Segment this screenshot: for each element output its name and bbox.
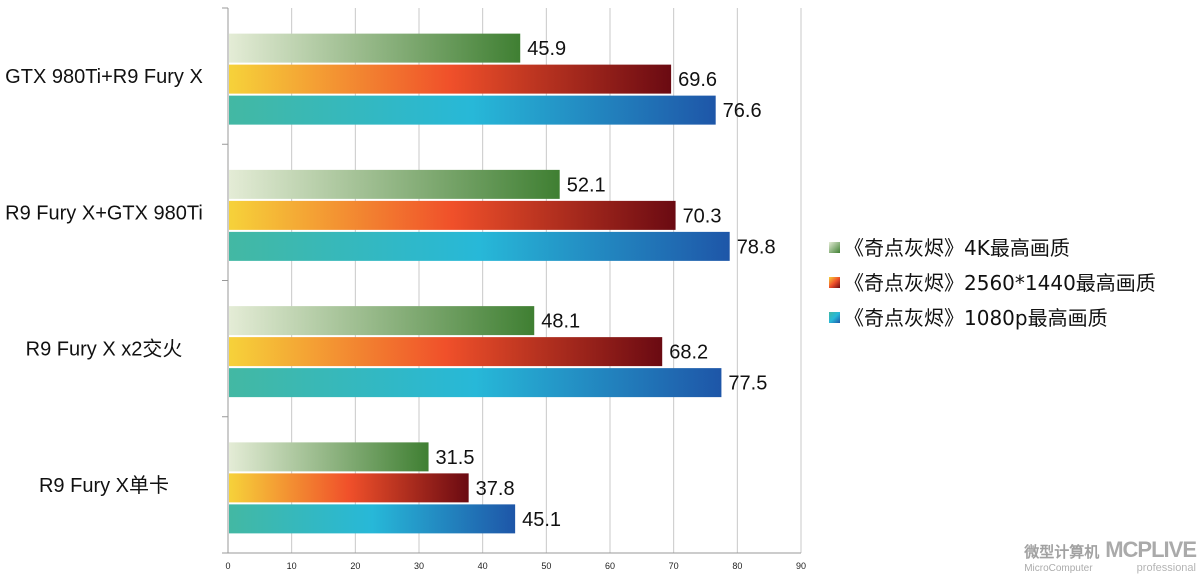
category-labels: GTX 980Ti+R9 Fury X R9 Fury X+GTX 980Ti R9… [5, 66, 203, 497]
x-tick-label: 40 [478, 561, 488, 571]
category-label: R9 Fury X单卡 [39, 474, 169, 497]
bar-value-label: 68.2 [669, 342, 708, 364]
bar-4k [229, 442, 429, 472]
bar-4k [229, 306, 535, 336]
bar-1440p [229, 337, 663, 367]
x-tick-label: 70 [669, 561, 679, 571]
legend-label: 《奇点灰烬》2560*1440最高画质 [844, 271, 1156, 295]
category-label: R9 Fury X x2交火 [26, 338, 183, 361]
bar-value-label: 45.1 [522, 509, 561, 531]
bar-1080p [229, 504, 516, 534]
bar-value-label: 76.6 [723, 100, 762, 122]
bar-value-label: 45.9 [527, 38, 566, 60]
bar-value-label: 77.5 [728, 373, 767, 395]
x-tick-label: 50 [541, 561, 551, 571]
legend: 《奇点灰烬》4K最高画质《奇点灰烬》2560*1440最高画质《奇点灰烬》108… [829, 236, 1156, 330]
legend-label: 《奇点灰烬》1080p最高画质 [844, 306, 1108, 330]
x-tick-label: 20 [350, 561, 360, 571]
x-axis-ticks: 0 10 20 30 40 50 60 70 80 90 [225, 561, 806, 571]
legend-swatch [829, 312, 840, 323]
legend-swatch [829, 277, 840, 288]
bar-4k [229, 33, 521, 63]
bar-value-label: 52.1 [567, 174, 606, 196]
bar-value-label: 37.8 [476, 478, 515, 500]
legend-label: 《奇点灰烬》4K最高画质 [844, 236, 1070, 260]
x-tick-label: 80 [732, 561, 742, 571]
value-labels: 45.9 69.6 76.6 52.1 70.3 78.8 48.1 68.2 77.5 31.5… [436, 38, 776, 531]
x-tick-label: 30 [414, 561, 424, 571]
bar-1440p [229, 200, 676, 230]
x-tick-label: 10 [287, 561, 297, 571]
bars [229, 33, 730, 534]
category-label: GTX 980Ti+R9 Fury X [5, 66, 203, 88]
bar-4k [229, 169, 560, 199]
bar-1440p [229, 64, 672, 94]
bar-value-label: 48.1 [541, 311, 580, 333]
x-tick-label: 60 [605, 561, 615, 571]
bar-value-label: 78.8 [737, 236, 776, 258]
bar-1080p [229, 368, 722, 398]
x-tick-label: 0 [225, 561, 230, 571]
bar-value-label: 69.6 [678, 69, 717, 91]
legend-swatch [829, 242, 840, 253]
bar-1080p [229, 95, 716, 125]
bar-1080p [229, 231, 730, 261]
bar-value-label: 31.5 [436, 447, 475, 469]
x-tick-label: 90 [796, 561, 806, 571]
bar-value-label: 70.3 [683, 205, 722, 227]
category-label: R9 Fury X+GTX 980Ti [5, 202, 203, 224]
bar-1440p [229, 473, 469, 503]
